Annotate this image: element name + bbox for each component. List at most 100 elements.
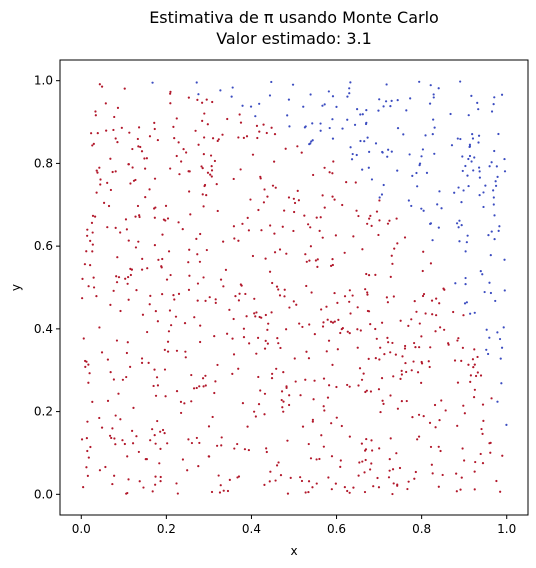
point-inside [307, 223, 310, 226]
point-inside [268, 270, 272, 273]
point-inside [169, 90, 172, 93]
point-inside [276, 336, 279, 340]
point-inside [361, 460, 364, 463]
point-inside [490, 397, 493, 400]
point-inside [346, 383, 349, 387]
point-inside [383, 353, 386, 356]
point-inside [255, 352, 258, 355]
point-inside [246, 425, 249, 428]
point-inside [331, 258, 334, 261]
point-outside [348, 87, 351, 90]
point-inside [299, 394, 302, 397]
point-inside [275, 367, 278, 370]
point-inside [138, 480, 141, 483]
point-inside [439, 449, 442, 453]
point-inside [127, 478, 130, 481]
point-inside [277, 288, 280, 291]
point-inside [86, 449, 89, 453]
point-inside [388, 458, 391, 461]
point-inside [158, 462, 161, 465]
point-inside [389, 351, 392, 354]
point-inside [108, 434, 112, 437]
point-inside [413, 341, 416, 345]
point-outside [432, 118, 435, 121]
point-inside [115, 281, 119, 284]
point-inside [431, 472, 434, 475]
point-inside [365, 389, 368, 392]
point-inside [316, 258, 319, 261]
point-inside [332, 160, 335, 163]
point-inside [192, 387, 196, 390]
point-inside [285, 386, 288, 390]
point-inside [349, 312, 352, 315]
point-outside [488, 336, 491, 339]
point-outside [490, 110, 494, 113]
point-inside [328, 384, 331, 387]
point-inside [282, 410, 285, 413]
point-inside [257, 208, 260, 212]
y-tick: 1.0 [34, 74, 60, 88]
point-inside [307, 442, 310, 446]
point-inside [278, 248, 282, 251]
point-outside [498, 225, 501, 228]
point-outside [458, 240, 461, 243]
point-inside [378, 199, 381, 202]
point-inside [156, 384, 160, 387]
point-inside [216, 209, 219, 213]
point-inside [331, 172, 334, 175]
point-inside [378, 358, 381, 361]
point-inside [374, 273, 377, 276]
point-inside [176, 492, 179, 495]
point-inside [456, 381, 460, 384]
point-inside [288, 403, 291, 407]
point-inside [168, 309, 172, 312]
point-inside [416, 371, 420, 374]
point-inside [155, 376, 159, 379]
point-outside [471, 133, 474, 136]
point-inside [138, 215, 141, 219]
point-outside [468, 143, 472, 146]
point-inside [270, 311, 273, 314]
point-outside [468, 154, 472, 158]
point-inside [266, 328, 269, 331]
point-inside [152, 384, 155, 388]
point-inside [388, 219, 391, 222]
point-inside [100, 426, 104, 429]
point-inside [351, 294, 354, 297]
point-inside [399, 319, 402, 322]
x-tick: 0.0 [72, 515, 91, 536]
point-inside [119, 309, 122, 313]
point-inside [201, 193, 204, 196]
point-inside [437, 445, 440, 448]
point-inside [84, 365, 87, 368]
point-inside [405, 370, 408, 374]
point-inside [124, 277, 127, 280]
point-inside [343, 486, 346, 489]
point-inside [134, 215, 137, 218]
point-inside [422, 415, 425, 418]
point-inside [247, 448, 250, 452]
point-outside [461, 155, 464, 158]
point-outside [378, 196, 381, 199]
point-inside [461, 346, 464, 349]
point-outside [436, 203, 439, 206]
point-inside [488, 442, 491, 445]
point-inside [123, 442, 126, 446]
point-inside [164, 204, 168, 208]
point-inside [435, 314, 438, 317]
point-inside [173, 137, 176, 140]
point-inside [151, 490, 154, 493]
point-inside [127, 239, 130, 242]
point-outside [469, 312, 472, 315]
chart-title: Estimativa de π usando Monte Carlo [149, 8, 439, 27]
point-inside [85, 437, 88, 440]
point-inside [288, 394, 291, 397]
point-inside [186, 469, 189, 472]
point-inside [369, 390, 373, 393]
point-inside [91, 231, 94, 234]
point-outside [197, 93, 200, 96]
point-outside [498, 337, 502, 341]
point-inside [310, 291, 313, 294]
point-inside [98, 83, 101, 86]
point-inside [364, 390, 367, 394]
